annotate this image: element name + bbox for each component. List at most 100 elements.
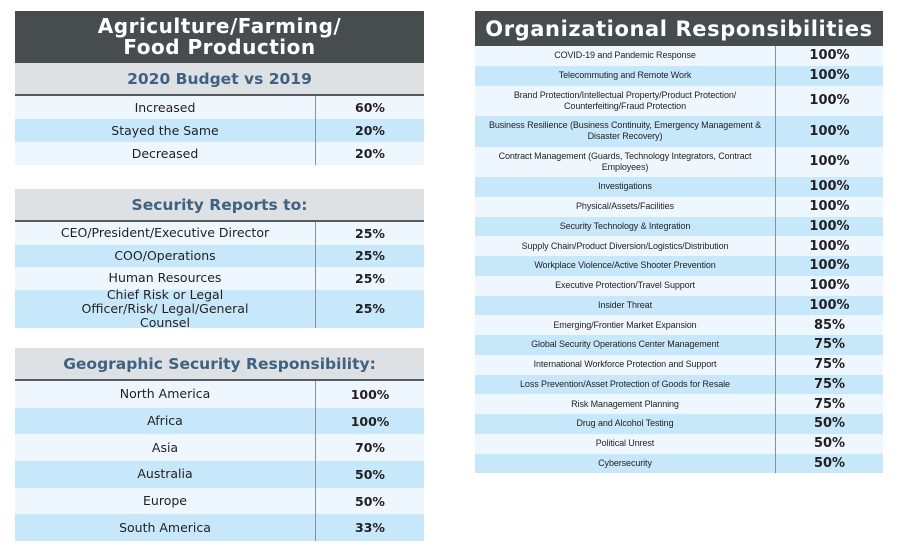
row-label: Contract Management (Guards, Technology … <box>475 146 776 177</box>
row-label: Workplace Violence/Active Shooter Preven… <box>475 256 776 276</box>
row-value: 100% <box>809 68 850 84</box>
row-label: Loss Prevention/Asset Protection of Good… <box>475 374 776 395</box>
row-value: 25% <box>355 225 385 241</box>
budget-table: Agriculture/Farming/ Food Production 202… <box>15 11 424 165</box>
row-label: Insider Threat <box>475 295 776 316</box>
sector-title-line2: Food Production <box>123 35 316 59</box>
row-value: 20% <box>355 123 385 138</box>
row-value: 70% <box>355 440 385 456</box>
row-value: 100% <box>809 258 850 274</box>
row-value: 75% <box>813 337 846 353</box>
row-label: Political Unrest <box>475 433 776 454</box>
table-row: Workplace Violence/Active Shooter Preven… <box>475 256 883 276</box>
table-row: Africa 100% <box>15 407 424 435</box>
table-row: International Workforce Protection and S… <box>475 354 883 375</box>
row-value: 50% <box>813 436 846 452</box>
row-value: 75% <box>813 396 846 412</box>
row-value: 75% <box>813 357 846 373</box>
table-row: Brand Protection/Intellectual Property/P… <box>475 85 883 116</box>
row-value: 25% <box>355 270 385 286</box>
table-row: Supply Chain/Product Diversion/Logistics… <box>475 236 883 256</box>
table-row: Insider Threat 100% <box>475 295 883 316</box>
table-row: Australia 50% <box>15 461 424 488</box>
table-row: Decreased 20% <box>15 142 424 165</box>
sector-title-line1: Agriculture/Farming/ <box>97 14 342 38</box>
row-value: 75% <box>813 376 846 392</box>
row-value: 100% <box>809 278 850 294</box>
row-value: 100% <box>809 238 850 254</box>
geographic-subtitle: Geographic Security Responsibility: <box>15 348 424 381</box>
table-row: North America 100% <box>15 381 424 408</box>
table-row: Increased 60% <box>15 96 424 119</box>
row-value: 100% <box>809 93 850 109</box>
row-label: Emerging/Frontier Market Expansion <box>475 315 776 335</box>
row-value: 25% <box>355 248 385 264</box>
table-row: Risk Management Planning 75% <box>475 394 883 414</box>
table-row: Loss Prevention/Asset Protection of Good… <box>475 374 883 395</box>
row-label: Cybersecurity <box>475 453 776 474</box>
row-value: 100% <box>350 386 390 402</box>
table-row: Global Security Operations Center Manage… <box>475 335 883 355</box>
row-label: Brand Protection/Intellectual Property/P… <box>475 85 776 116</box>
table-row: Political Unrest 50% <box>475 433 883 454</box>
row-value: 50% <box>813 416 846 432</box>
reports-table: Security Reports to: CEO/President/Execu… <box>15 189 424 329</box>
row-value: 100% <box>809 199 850 215</box>
table-row: Physical/Assets/Facilities 100% <box>475 196 883 217</box>
row-value: 50% <box>355 493 385 509</box>
row-label: Increased <box>15 96 316 119</box>
row-value: 100% <box>809 154 850 170</box>
row-label: Business Resilience (Business Continuity… <box>475 116 776 147</box>
row-value: 33% <box>355 520 385 536</box>
table-row: Contract Management (Guards, Technology … <box>475 146 883 177</box>
table-row: Human Resources 25% <box>15 267 424 290</box>
table-row: Investigations 100% <box>475 177 883 197</box>
row-label: Risk Management Planning <box>475 394 776 414</box>
sector-title: Agriculture/Farming/ Food Production <box>15 11 424 63</box>
row-label: Global Security Operations Center Manage… <box>475 335 776 355</box>
row-label: Drug and Alcohol Testing <box>475 414 776 434</box>
row-value: 25% <box>355 301 385 316</box>
row-label: Africa <box>15 407 316 435</box>
row-value: 50% <box>813 455 846 471</box>
row-label: COVID-19 and Pandemic Response <box>475 46 776 66</box>
table-row: Business Resilience (Business Continuity… <box>475 116 883 147</box>
row-label: Telecommuting and Remote Work <box>475 65 776 86</box>
budget-subtitle: 2020 Budget vs 2019 <box>15 63 424 96</box>
row-value: 50% <box>355 466 385 482</box>
row-label: Human Resources <box>15 267 316 290</box>
row-label: Decreased <box>15 142 316 165</box>
row-label: Security Technology & Integration <box>475 216 776 237</box>
row-value: 85% <box>813 317 846 333</box>
table-row: Security Technology & Integration 100% <box>475 216 883 237</box>
row-value: 100% <box>809 123 850 139</box>
org-responsibilities-table: Organizational Responsibilities COVID-19… <box>475 11 883 474</box>
table-row: Asia 70% <box>15 434 424 462</box>
row-value: 100% <box>809 297 850 313</box>
table-row: COVID-19 and Pandemic Response 100% <box>475 46 883 66</box>
table-row: South America 33% <box>15 514 424 542</box>
row-label: Stayed the Same <box>15 119 316 142</box>
table-row: COO/Operations 25% <box>15 244 424 267</box>
table-row: Cybersecurity 50% <box>475 453 883 474</box>
row-value: 100% <box>809 48 850 64</box>
reports-subtitle: Security Reports to: <box>15 189 424 222</box>
row-label: Europe <box>15 487 316 515</box>
row-label: International Workforce Protection and S… <box>475 354 776 375</box>
row-value: 100% <box>350 413 390 429</box>
row-label: Supply Chain/Product Diversion/Logistics… <box>475 236 776 256</box>
row-label: North America <box>15 381 316 408</box>
table-row: Telecommuting and Remote Work 100% <box>475 65 883 86</box>
row-value: 20% <box>355 146 385 161</box>
row-label: CEO/President/Executive Director <box>15 222 316 245</box>
row-value: 60% <box>355 100 385 115</box>
table-row: Emerging/Frontier Market Expansion 85% <box>475 315 883 335</box>
row-value: 100% <box>809 218 850 234</box>
org-title: Organizational Responsibilities <box>475 11 883 46</box>
geographic-table: Geographic Security Responsibility: Nort… <box>15 348 424 542</box>
row-label: Executive Protection/Travel Support <box>475 275 776 296</box>
table-row: Drug and Alcohol Testing 50% <box>475 414 883 434</box>
row-value: 100% <box>809 179 850 195</box>
table-row: Stayed the Same 20% <box>15 119 424 142</box>
row-label: COO/Operations <box>15 244 316 267</box>
